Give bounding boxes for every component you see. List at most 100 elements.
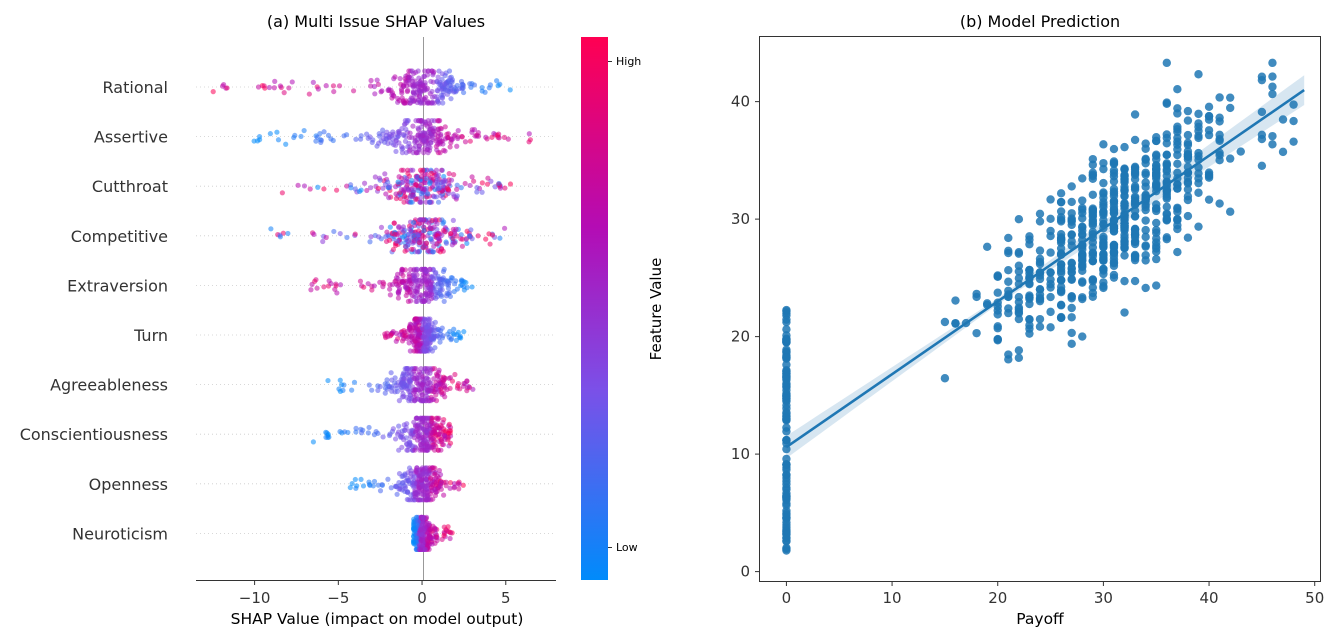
shap-point bbox=[423, 292, 429, 298]
shap-point bbox=[446, 171, 452, 177]
shap-point bbox=[450, 235, 456, 242]
shap-point bbox=[442, 436, 448, 442]
shap-point bbox=[451, 326, 457, 332]
shap-point bbox=[405, 477, 411, 484]
shap-point bbox=[440, 100, 446, 106]
prediction-point bbox=[1004, 266, 1013, 275]
prediction-point bbox=[982, 299, 992, 308]
prediction-point bbox=[1046, 279, 1055, 289]
prediction-point bbox=[1014, 314, 1024, 324]
shap-point bbox=[268, 226, 274, 232]
prediction-point bbox=[1109, 187, 1119, 196]
shap-point bbox=[325, 377, 331, 384]
prediction-point bbox=[1046, 214, 1055, 224]
shap-point bbox=[418, 386, 424, 393]
shap-point bbox=[308, 287, 314, 293]
prediction-y-tick-label: 40 bbox=[731, 93, 750, 111]
shap-point bbox=[464, 240, 470, 246]
shap-point bbox=[393, 195, 399, 202]
prediction-point bbox=[1067, 197, 1076, 207]
prediction-point bbox=[1268, 140, 1277, 149]
prediction-point bbox=[1130, 211, 1140, 221]
shap-point bbox=[494, 78, 500, 84]
shap-point bbox=[403, 150, 409, 156]
shap-point bbox=[368, 185, 374, 191]
prediction-point bbox=[1257, 130, 1267, 140]
shap-point bbox=[403, 126, 409, 132]
shap-point bbox=[411, 187, 417, 193]
shap-point bbox=[387, 431, 393, 437]
shap-point bbox=[415, 421, 421, 428]
shap-point bbox=[343, 132, 350, 138]
shap-point bbox=[417, 79, 423, 85]
shap-point bbox=[439, 287, 445, 293]
prediction-point bbox=[1173, 137, 1182, 146]
shap-point bbox=[458, 236, 464, 242]
shap-point bbox=[446, 181, 452, 187]
prediction-point bbox=[1152, 136, 1161, 146]
prediction-point bbox=[1120, 164, 1129, 173]
shap-point bbox=[448, 275, 454, 281]
prediction-point bbox=[1141, 182, 1150, 191]
shap-point bbox=[274, 129, 280, 135]
shap-point bbox=[421, 150, 427, 156]
shap-point bbox=[405, 187, 411, 193]
shap-point bbox=[438, 292, 444, 298]
shap-point bbox=[402, 267, 408, 273]
shap-point bbox=[442, 382, 448, 389]
shap-point bbox=[420, 373, 426, 380]
shap-point bbox=[452, 240, 458, 246]
prediction-point bbox=[1109, 259, 1119, 268]
shap-point bbox=[474, 189, 480, 195]
shap-point bbox=[330, 83, 337, 89]
prediction-point bbox=[1025, 329, 1034, 338]
prediction-y-tick-label: 30 bbox=[731, 210, 750, 228]
shap-point bbox=[337, 388, 343, 395]
prediction-point bbox=[1236, 147, 1245, 156]
shap-point bbox=[468, 227, 474, 233]
prediction-point bbox=[782, 408, 791, 417]
prediction-x-ticks: 0 10 20 30 40 50 bbox=[782, 581, 1324, 607]
shap-point bbox=[418, 497, 424, 503]
shap-point bbox=[401, 376, 407, 382]
shap-point bbox=[421, 96, 428, 102]
shap-point bbox=[366, 382, 372, 388]
shap-point bbox=[430, 523, 436, 529]
shap-point bbox=[374, 143, 380, 149]
prediction-point bbox=[1056, 236, 1066, 245]
prediction-point bbox=[1014, 274, 1024, 283]
prediction-point bbox=[1120, 251, 1129, 260]
shap-point bbox=[321, 284, 327, 290]
shap-point bbox=[424, 489, 430, 495]
shap-point bbox=[403, 244, 409, 250]
shap-point bbox=[422, 68, 428, 74]
shap-point bbox=[424, 280, 430, 286]
shap-point bbox=[390, 426, 396, 432]
prediction-point bbox=[1278, 147, 1288, 157]
prediction-point bbox=[1099, 140, 1108, 149]
shap-point bbox=[402, 193, 408, 199]
shap-point bbox=[361, 284, 367, 290]
prediction-point bbox=[1056, 230, 1066, 239]
prediction-point bbox=[1289, 137, 1298, 146]
shap-point bbox=[423, 87, 430, 93]
prediction-point bbox=[1152, 204, 1161, 213]
prediction-point bbox=[1056, 244, 1066, 253]
shap-point bbox=[419, 217, 425, 223]
shap-point bbox=[400, 224, 407, 230]
shap-point bbox=[430, 249, 436, 255]
prediction-point bbox=[1067, 259, 1076, 268]
shap-point bbox=[385, 476, 391, 482]
shap-point bbox=[436, 367, 442, 373]
prediction-point bbox=[1035, 259, 1045, 269]
colorbar-gradient bbox=[581, 37, 608, 580]
prediction-point bbox=[982, 242, 992, 252]
shap-point bbox=[444, 185, 450, 191]
shap-point bbox=[479, 88, 485, 94]
prediction-point bbox=[782, 309, 791, 318]
shap-point bbox=[372, 91, 378, 97]
prediction-x-tick-label: 50 bbox=[1305, 589, 1324, 607]
prediction-point bbox=[1099, 232, 1108, 242]
shap-point bbox=[323, 83, 329, 89]
prediction-point bbox=[993, 324, 1002, 333]
